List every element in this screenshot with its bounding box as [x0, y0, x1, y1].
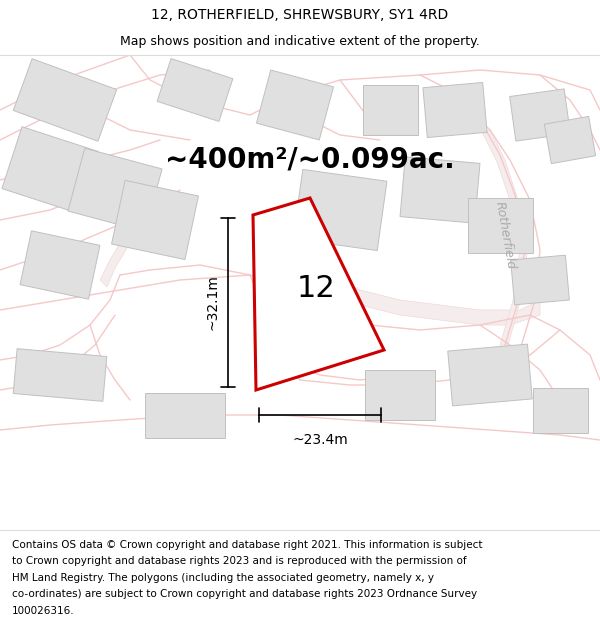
Text: Map shows position and indicative extent of the property.: Map shows position and indicative extent… [120, 35, 480, 48]
Polygon shape [145, 392, 225, 438]
Polygon shape [362, 85, 418, 135]
Polygon shape [293, 169, 387, 251]
Polygon shape [533, 388, 587, 432]
Polygon shape [423, 82, 487, 138]
Text: HM Land Registry. The polygons (including the associated geometry, namely x, y: HM Land Registry. The polygons (includin… [12, 572, 434, 582]
Polygon shape [482, 130, 528, 345]
Text: ~400m²/~0.099ac.: ~400m²/~0.099ac. [165, 146, 455, 174]
Text: Rotherfield: Rotherfield [493, 200, 517, 270]
Text: co-ordinates) are subject to Crown copyright and database rights 2023 Ordnance S: co-ordinates) are subject to Crown copyr… [12, 589, 477, 599]
Polygon shape [511, 255, 569, 305]
Text: Rotherfield: Rotherfield [297, 310, 363, 340]
Polygon shape [448, 344, 532, 406]
Polygon shape [467, 198, 533, 252]
Polygon shape [20, 231, 100, 299]
Polygon shape [157, 59, 233, 121]
Polygon shape [256, 70, 334, 140]
Polygon shape [100, 210, 160, 287]
Text: ~23.4m: ~23.4m [292, 433, 348, 447]
Polygon shape [253, 198, 384, 390]
Polygon shape [365, 370, 435, 420]
Text: 100026316.: 100026316. [12, 606, 74, 616]
Polygon shape [112, 181, 199, 259]
Text: 12, ROTHERFIELD, SHREWSBURY, SY1 4RD: 12, ROTHERFIELD, SHREWSBURY, SY1 4RD [151, 8, 449, 22]
Polygon shape [400, 157, 480, 223]
Polygon shape [330, 275, 540, 325]
Polygon shape [544, 116, 596, 164]
Polygon shape [2, 127, 98, 213]
Polygon shape [509, 89, 571, 141]
Polygon shape [13, 349, 107, 401]
Text: 12: 12 [296, 274, 335, 302]
Text: ~32.1m: ~32.1m [206, 274, 220, 331]
Text: Contains OS data © Crown copyright and database right 2021. This information is : Contains OS data © Crown copyright and d… [12, 539, 482, 549]
Polygon shape [13, 59, 116, 141]
Text: to Crown copyright and database rights 2023 and is reproduced with the permissio: to Crown copyright and database rights 2… [12, 556, 467, 566]
Polygon shape [68, 148, 162, 232]
